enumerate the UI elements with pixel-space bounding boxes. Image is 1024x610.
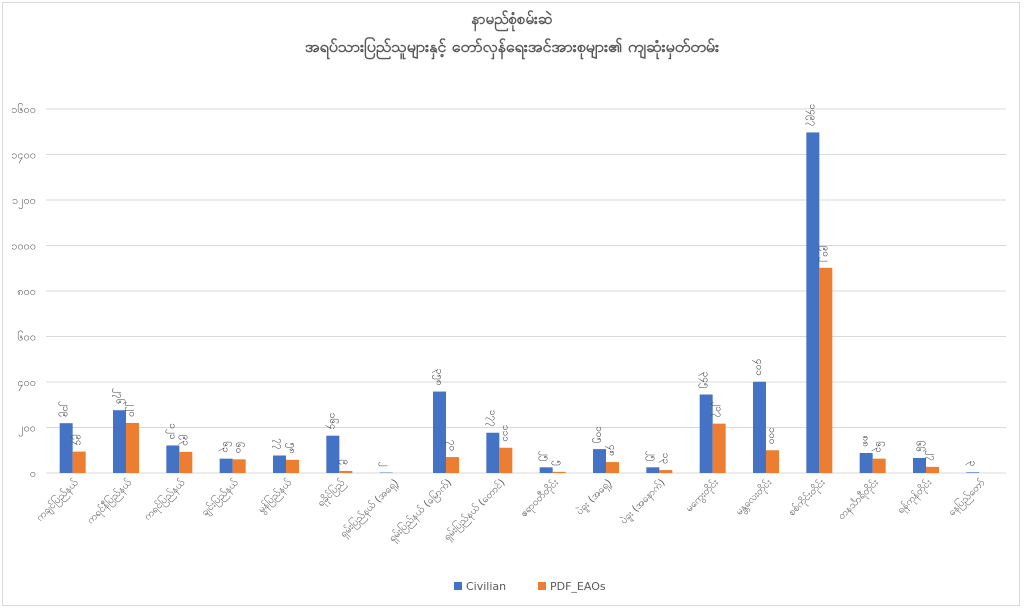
x-category-label: ရခိုင်ပြည် [314,475,349,510]
x-category-label: ကရင်နီပြည်နယ် [83,475,135,527]
y-tick-label: ၁၆၀၀ [11,103,36,116]
x-category-label: ရန်ကုန်တိုင်း [894,476,936,518]
data-label: ၂၇၆ [112,388,127,405]
data-label: ၂ [378,462,391,467]
data-label: ၂၁၇ [711,401,724,417]
data-label: ၆၃ [871,441,886,452]
x-category-label: ကချင်ပြည်နယ် [32,475,82,525]
data-label: ၄၈ [605,445,618,456]
bar-civilian [433,391,446,473]
bar-civilian [806,132,820,473]
data-label: ၈၈ [860,436,871,447]
bar-pdf_eaos [499,447,513,473]
bar-civilian [859,452,873,473]
bar-pdf_eaos [659,470,673,473]
bar-civilian [753,381,766,473]
x-category-label: မန္တလေးတိုင်း [732,476,775,519]
data-label: ၃၅၈ [432,369,445,386]
y-tick-label: ၄၀၀ [17,376,36,391]
data-label: ၉၀၂ [818,246,831,262]
data-label: ၁၆၄ [325,413,340,430]
x-category-label: ပဲခူး (အနောက်) [617,476,669,528]
x-category-label: ပဲခူး (အရှေ့) [573,476,615,518]
bar-civilian [166,445,180,473]
data-label: ၁၃ [658,453,671,464]
bar-civilian [59,423,73,473]
y-tick-label: ၁၄၀၀ [11,149,36,164]
x-category-label: တနင်္သာရီတိုင်း [835,476,883,524]
bar-pdf_eaos [446,457,459,473]
data-label: ၁၇၇ [485,410,498,427]
data-label: ၁၀၅ [592,426,605,443]
data-label: ၃ [965,461,978,467]
data-label: ၆၃ [218,441,233,452]
y-tick-label: ၁၀၀၀ [11,240,36,253]
data-label: ၁၁၁ [500,425,511,442]
bar-pdf_eaos [126,422,139,473]
y-tick-label: ၁၂၀၀ [12,194,36,209]
bar-pdf_eaos [819,267,833,473]
data-label: ၂၇ [925,450,938,461]
y-tick-label: ၈၀၀ [17,285,36,298]
data-label: ၂၅ [645,451,658,462]
bar-civilian [219,458,233,473]
bar-civilian [539,467,553,473]
bar-civilian [699,394,713,473]
data-label: ၆၀ [233,442,246,453]
x-category-label: မကွေးတိုင်း [682,476,722,516]
data-label: ၂၅ [538,451,551,462]
chart-subtitle: အရပ်သားပြည်သူများနှင့် တော်လှန်ရေးအင်အား… [304,37,720,56]
bar-civilian [273,455,286,473]
y-tick-label: ၀ [30,467,36,480]
data-label: ၃၄၅ [698,372,711,389]
data-label: ၉၃ [178,435,191,446]
data-label: ၇၀ [445,440,458,451]
bar-pdf_eaos [766,450,779,473]
legend-swatch [538,582,546,590]
data-label: ၅၈ [285,442,298,453]
x-category-label: ချင်းပြည်နယ် [197,475,242,520]
bar-pdf_eaos [179,451,193,473]
legend-label: PDF_EAOs [550,580,606,593]
bar-civilian [113,410,126,473]
bar-pdf_eaos [926,466,939,473]
bar-civilian [966,472,980,473]
bar-pdf_eaos [232,459,246,473]
bar-pdf_eaos [872,458,886,473]
x-category-label: မွန်ပြည်နယ် [254,475,296,517]
x-category-label: စစ်ကိုင်းတိုင်း [785,476,829,520]
bar-civilian [913,457,926,473]
legend-label: Civilian [466,580,506,593]
data-label: ၁၂၁ [165,423,178,439]
x-category-label: နေပြည်တော် [944,475,989,520]
data-label: ၆၆ [914,441,927,453]
legend-swatch [454,582,462,590]
data-label: ၉၄ [71,434,84,445]
bar-pdf_eaos [712,423,726,473]
data-label: ၁၀၀ [767,427,778,444]
y-tick-label: ၂၀၀ [18,422,36,437]
data-label: ၇၇ [272,438,285,449]
y-tick-label: ၆၀၀ [17,331,36,344]
bar-civilian [646,467,660,473]
bar-pdf_eaos [286,459,299,473]
bar-pdf_eaos [552,471,566,473]
chart-title: နာမည်စုံစမ်းဆဲ [471,10,553,28]
x-category-label: ဧရာဝတီတိုင်း [517,476,562,521]
data-label: ၁၄၉၇ [805,104,818,127]
bar-civilian [593,449,606,473]
bar-civilian [486,432,500,473]
bar-pdf_eaos [72,451,86,473]
data-label: ၂၁၉ [58,401,71,417]
bar-pdf_eaos [339,470,353,473]
bar-pdf_eaos [606,462,619,473]
bar-civilian [326,435,340,473]
data-label: ၉ [338,459,351,465]
x-category-label: ကရင်ပြည်နယ် [140,475,189,524]
data-label: ၂၂၀ [125,401,138,416]
data-label: ၄၀၁ [752,359,765,376]
data-label: ၅ [551,460,564,466]
